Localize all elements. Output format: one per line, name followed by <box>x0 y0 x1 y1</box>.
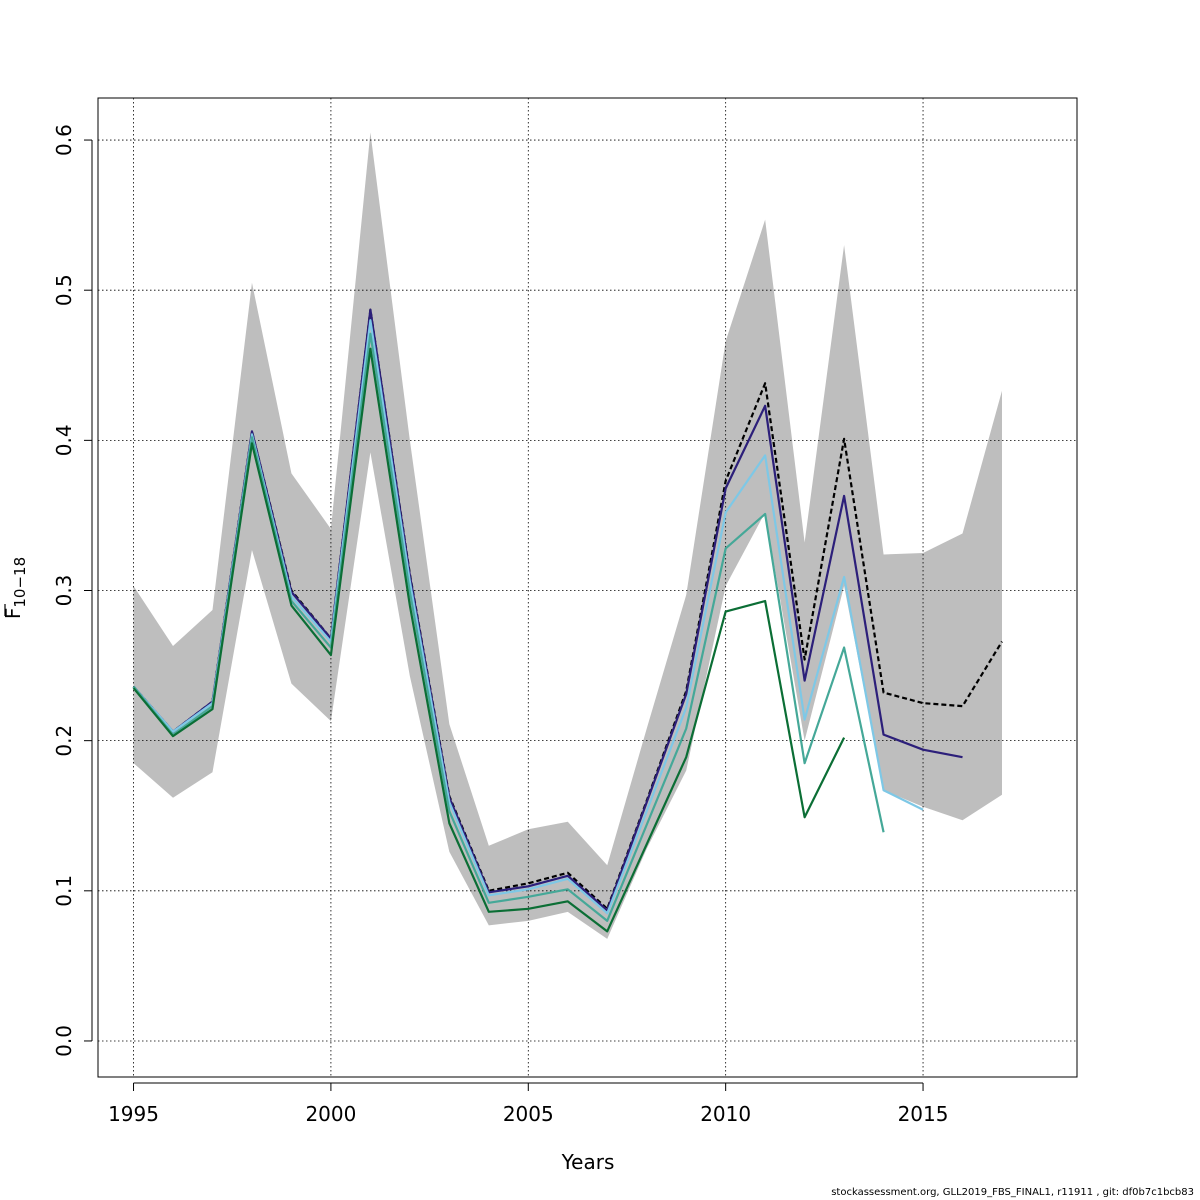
confidence-band-layer <box>133 132 1002 939</box>
footer-caption: stockassessment.org, GLL2019_FBS_FINAL1,… <box>831 1187 1194 1198</box>
x-axis-title: Years <box>561 1150 615 1174</box>
y-axis-title: F10−18 <box>1 557 29 619</box>
y-tick-label: 0.5 <box>52 274 76 306</box>
x-tick-label: 2000 <box>305 1102 356 1126</box>
y-axis: 0.0 0.1 0.2 0.3 0.4 0.5 0.6 <box>52 124 93 1057</box>
plot-frame <box>97 97 1078 1078</box>
x-tick-label: 1995 <box>108 1102 159 1126</box>
y-tick-label: 0.1 <box>52 875 76 907</box>
series-line-4 <box>132 332 885 922</box>
confidence-band <box>133 132 1002 939</box>
series-layer <box>132 308 1003 933</box>
x-axis: 1995 2000 2005 2010 2015 <box>108 1082 949 1126</box>
x-tick-label: 2015 <box>898 1102 949 1126</box>
x-tick-label: 2005 <box>503 1102 554 1126</box>
y-axis-title-main: F <box>1 608 25 620</box>
svg-text:F10−18: F10−18 <box>1 557 29 619</box>
y-tick-label: 0.0 <box>52 1025 76 1057</box>
y-tick-label: 0.4 <box>52 424 76 456</box>
y-axis-title-subscript: 10−18 <box>11 557 29 608</box>
y-tick-label: 0.2 <box>52 725 76 757</box>
y-tick-label: 0.3 <box>52 575 76 607</box>
y-tick-label: 0.6 <box>52 124 76 156</box>
x-tick-label: 2010 <box>700 1102 751 1126</box>
series-line-5 <box>132 347 846 933</box>
